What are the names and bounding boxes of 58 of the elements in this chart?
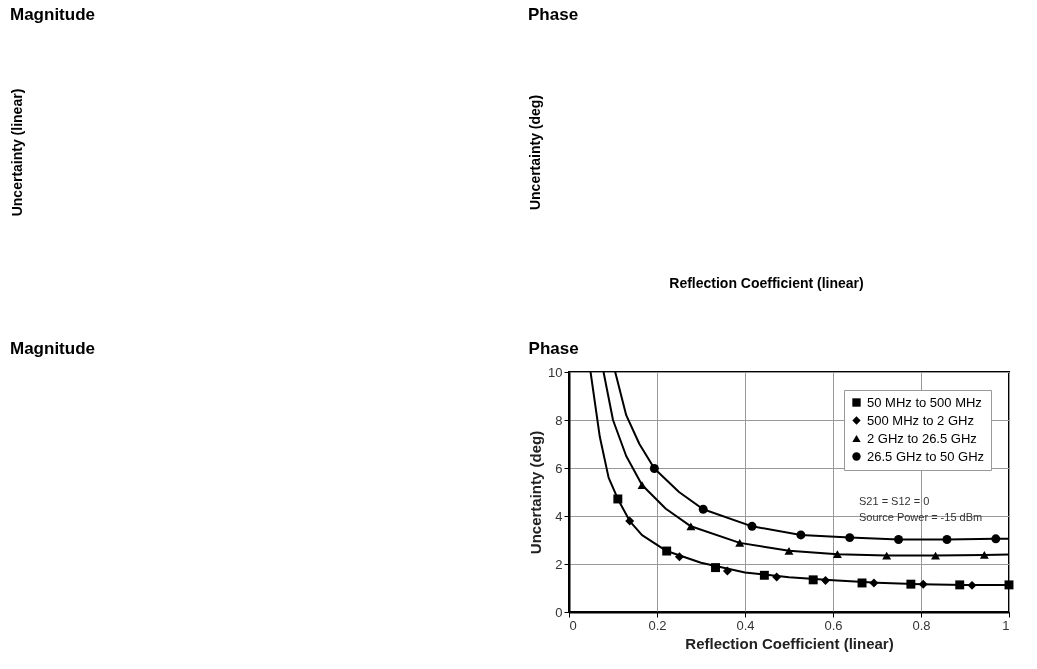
point: [967, 580, 977, 590]
point: [955, 580, 965, 590]
x-axis-title: Reflection Coefficient (linear): [685, 634, 894, 652]
point: [979, 551, 989, 559]
point: [821, 576, 830, 586]
legend-label: 500 MHz to 2 GHz: [867, 412, 974, 428]
point: [857, 578, 867, 588]
point: [613, 494, 623, 504]
point: [808, 575, 818, 585]
point: [759, 570, 769, 580]
legend-label: 50 MHz to 500 MHz: [867, 394, 982, 410]
text: Uncertainty (linear): [8, 88, 25, 217]
point: [942, 535, 952, 544]
point: [1004, 580, 1014, 590]
point: [869, 578, 879, 588]
chart-title: Phase: [528, 339, 579, 358]
annotation: Source Power = -15 dBm: [859, 511, 983, 523]
x-tick-label: 1: [1002, 617, 1010, 633]
text: Uncertainty (deg): [526, 94, 543, 211]
point: [894, 535, 904, 544]
point: [711, 563, 720, 573]
point: [625, 516, 635, 526]
text: Magnitude: [10, 5, 95, 24]
point: [991, 534, 1001, 544]
y-tick-label: 10: [548, 364, 563, 380]
point: [784, 546, 794, 555]
x-tick-label: 0.8: [912, 617, 931, 633]
y-tick-label: 6: [555, 460, 563, 476]
y-tick-label: 4: [555, 508, 563, 524]
point: [698, 504, 708, 514]
x-tick-label: 0.6: [824, 617, 843, 633]
point: [845, 533, 855, 543]
y-tick-label: 8: [555, 412, 563, 428]
point: [637, 481, 647, 489]
point: [686, 522, 696, 531]
text: Reflection Coefficient (linear): [669, 274, 864, 291]
point: [735, 539, 745, 547]
legend-label: 26.5 GHz to 50 GHz: [867, 448, 985, 464]
x-tick-label: 0: [569, 617, 577, 633]
point: [906, 579, 916, 589]
point: [747, 521, 757, 531]
annotation: S21 = S12 = 0: [859, 495, 930, 507]
text: Magnitude: [10, 339, 95, 358]
x-tick-label: 0.4: [736, 617, 755, 633]
point: [832, 550, 842, 559]
point: [918, 579, 928, 589]
point: [796, 530, 806, 540]
legend-label: 2 GHz to 26.5 GHz: [867, 430, 977, 446]
x-tick-label: 0.2: [648, 617, 667, 633]
point: [674, 552, 684, 562]
point: [722, 566, 732, 576]
point: [772, 572, 782, 582]
y-tick-label: 2: [555, 556, 563, 572]
point: [649, 464, 659, 473]
y-tick-label: 0: [555, 604, 563, 620]
y-axis-title: Uncertainty (deg): [527, 430, 545, 555]
point: [662, 546, 672, 556]
text: Phase: [528, 5, 579, 24]
